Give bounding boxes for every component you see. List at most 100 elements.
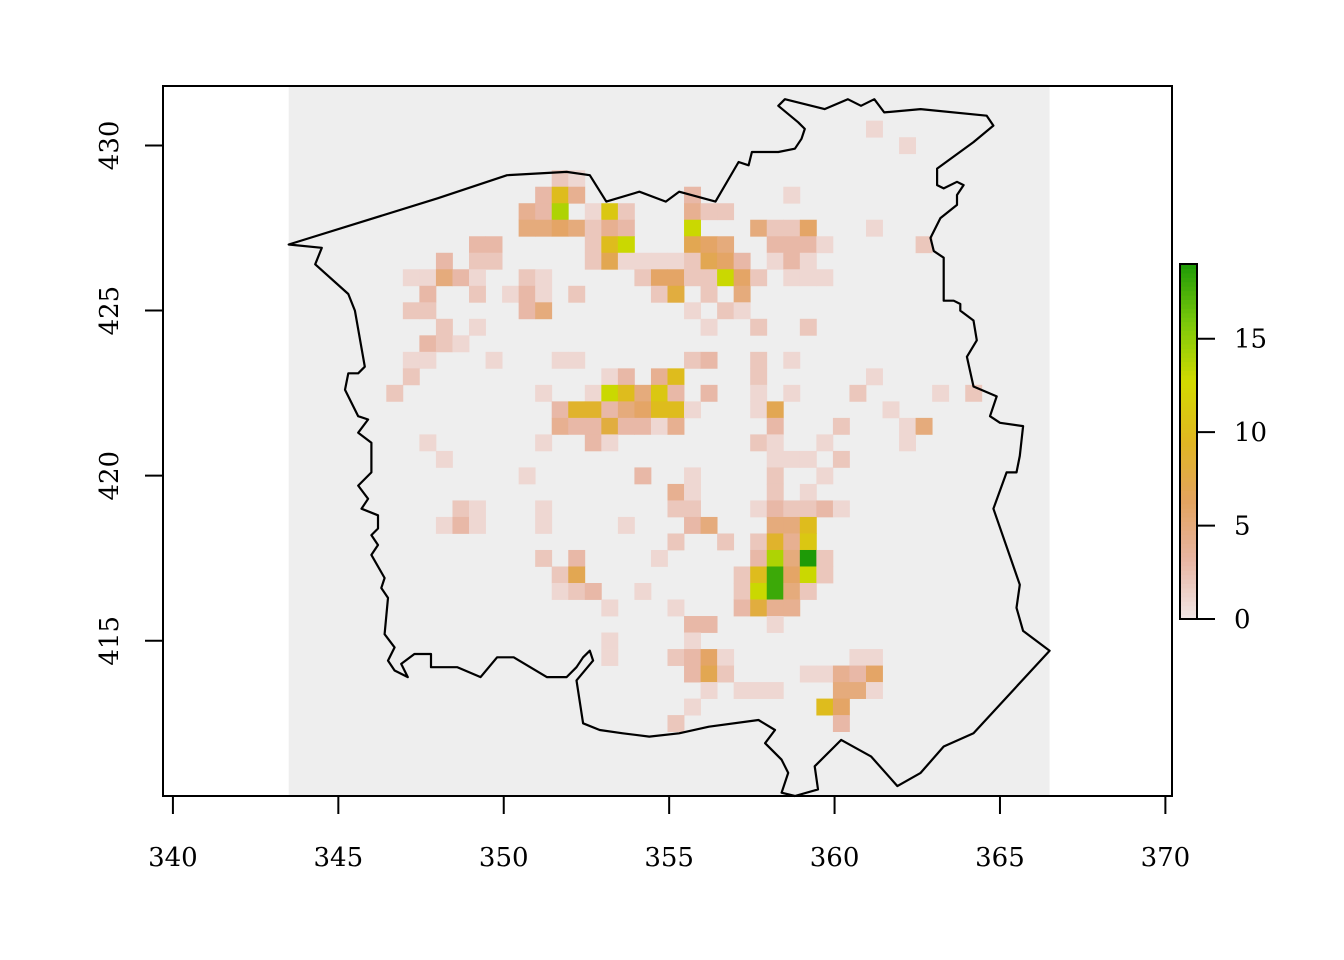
heatmap-cell [535,186,553,204]
colorbar-segment [1180,379,1197,385]
heatmap-cell [766,682,784,699]
heatmap-cell [667,715,685,732]
heatmap-cell [617,252,635,270]
heatmap-cell [551,417,569,435]
heatmap-cell [832,682,850,699]
heatmap-cell [568,219,586,237]
heatmap-cell [799,269,817,287]
x-tick-label: 370 [1141,843,1191,873]
colorbar-segment [1180,481,1197,487]
heatmap-cell [799,252,817,270]
colorbar-segment [1180,445,1197,451]
heatmap-cell [750,500,768,518]
heatmap-cell [783,219,801,237]
region-boundary [287,98,1051,798]
heatmap-cell [816,269,834,287]
heatmap-cell [700,682,718,699]
colorbar-segment [1180,472,1197,478]
colorbar-segment [1180,383,1197,389]
heatmap-cell [766,549,784,567]
heatmap-cell [717,236,735,254]
colorbar-segment [1180,574,1197,580]
heatmap-cell [750,318,768,336]
heatmap-cell [485,351,503,369]
colorbar-segment [1180,530,1197,536]
heatmap-cell [766,583,784,600]
heatmap-cell [601,384,619,402]
heatmap-cell [518,467,536,485]
heatmap-cell [799,516,817,534]
colorbar-segment [1180,357,1197,363]
heatmap-cell [717,649,735,666]
heatmap-cell [535,269,553,287]
colorbar-segment [1180,303,1197,309]
colorbar-segment [1180,521,1197,527]
x-tick-label: 360 [810,843,860,873]
heatmap-cell [750,384,768,402]
heatmap-cell [485,236,503,254]
heatmap-cell [832,450,850,468]
colorbar-segment [1180,264,1197,269]
colorbar-segment [1180,441,1197,447]
heatmap-cell [700,649,718,666]
heatmap-cell [469,318,486,336]
heatmap-cell [402,351,420,369]
heatmap-cell [684,236,701,254]
heatmap-cell [402,302,420,320]
heatmap-cell [535,549,553,567]
heatmap-cell [551,401,569,419]
colorbar-segment [1180,348,1197,354]
heatmap-cell [667,417,685,435]
colorbar-segment [1180,343,1197,349]
heatmap-cell [766,434,784,452]
heatmap-cell [601,649,619,666]
heatmap-cell [750,682,768,699]
heatmap-cell [799,566,817,584]
heatmap-cell [915,417,933,435]
heatmap-cell [915,236,933,254]
heatmap-cell [469,500,486,518]
heatmap-cell [700,665,718,683]
heatmap-cell [766,483,784,501]
heatmap-cell [700,516,718,534]
heatmap-cell [667,252,685,270]
heatmap-cell [766,219,784,237]
heatmap-cell [750,533,768,551]
heatmap-cell [700,616,718,633]
heatmap-cell [634,384,652,402]
heatmap-cell [783,186,801,204]
colorbar-segment [1180,281,1197,287]
heatmap-cell [535,285,553,303]
heatmap-cell [667,483,685,501]
heatmap-cell [849,649,867,666]
heatmap-cell [650,252,668,270]
raster-background [288,86,1050,796]
colorbar-segment [1180,388,1197,394]
heatmap-cell [584,236,602,254]
y-axis: 415 420 425 430 [95,121,164,666]
heatmap-cell [766,417,784,435]
colorbar-segment [1180,614,1197,620]
heatmap-cell [485,252,503,270]
heatmap-cell [667,401,685,419]
heatmap-cell [684,516,701,534]
heatmap-cell [816,434,834,452]
heatmap-cell [634,583,652,600]
heatmap-cell [386,384,404,402]
colorbar-segment [1180,463,1197,469]
heatmap-cell [717,269,735,287]
heatmap-cell [452,500,470,518]
heatmap-cell [601,368,619,386]
colorbar-segment [1180,539,1197,545]
colorbar-segment [1180,477,1197,482]
heatmap-cell [584,417,602,435]
heatmap-cell [650,549,668,567]
heatmap-cell [849,665,867,683]
heatmap-cell [799,450,817,468]
heatmap-cell [650,401,668,419]
heatmap-cell [700,252,718,270]
heatmap-cell [684,219,701,237]
colorbar-segment [1180,579,1197,584]
heatmap-cell [799,500,817,518]
heatmap-cell [783,599,801,617]
